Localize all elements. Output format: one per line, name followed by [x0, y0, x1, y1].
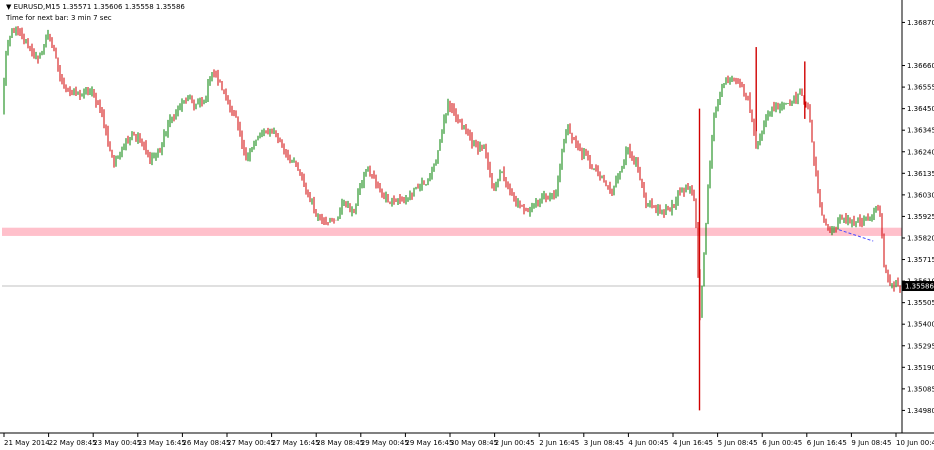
x-tick-label: 23 May 16:45 [138, 439, 186, 447]
y-tick-label: 1.36660 [907, 62, 934, 70]
x-tick-label: 6 Jun 00:45 [762, 439, 802, 447]
x-tick-label: 27 May 00:45 [227, 439, 275, 447]
y-tick-label: 1.35715 [907, 256, 934, 264]
x-tick-label: 23 May 00:45 [93, 439, 141, 447]
y-tick-label: 1.36555 [907, 84, 934, 92]
x-tick-label: 6 Jun 16:45 [807, 439, 847, 447]
x-tick-label: 27 May 16:45 [272, 439, 320, 447]
y-tick-label: 1.34980 [907, 407, 934, 415]
y-tick-label: 1.36240 [907, 148, 934, 156]
x-tick-label: 30 May 08:45 [450, 439, 498, 447]
dropdown-triangle-icon[interactable]: ▼ [6, 3, 12, 11]
y-tick-label: 1.35190 [907, 364, 934, 372]
x-tick-label: 22 May 08:45 [49, 439, 97, 447]
y-tick-label: 1.36030 [907, 191, 934, 199]
x-tick-label: 29 May 16:45 [405, 439, 453, 447]
x-tick-label: 4 Jun 16:45 [673, 439, 713, 447]
trend-line [838, 229, 874, 242]
y-tick-label: 1.36135 [907, 170, 934, 178]
x-tick-label: 2 Jun 00:45 [495, 439, 535, 447]
y-tick-label: 1.35400 [907, 321, 934, 329]
x-tick-label: 26 May 08:45 [182, 439, 230, 447]
chart-symbol-line: ▼ EURUSD,M15 1.35571 1.35606 1.35558 1.3… [6, 3, 185, 11]
y-tick-label: 1.35820 [907, 234, 934, 242]
y-tick-label: 1.35085 [907, 385, 934, 393]
x-tick-label: 28 May 08:45 [316, 439, 364, 447]
y-tick-label: 1.36345 [907, 127, 934, 135]
x-tick-label: 2 Jun 16:45 [539, 439, 579, 447]
y-tick-label: 1.35505 [907, 299, 934, 307]
current-price-box [902, 281, 934, 292]
x-tick-label: 29 May 00:45 [361, 439, 409, 447]
support-zone [2, 227, 902, 236]
x-tick-label: 3 Jun 08:45 [584, 439, 624, 447]
x-tick-label: 5 Jun 08:45 [718, 439, 758, 447]
y-tick-label: 1.36450 [907, 105, 934, 113]
y-tick-label: 1.35925 [907, 213, 934, 221]
x-tick-label: 4 Jun 00:45 [628, 439, 668, 447]
y-tick-label: 1.36870 [907, 19, 934, 27]
y-tick-label: 1.35295 [907, 342, 934, 350]
current-price-label: 1.35586 [905, 283, 934, 291]
x-tick-label: 9 Jun 08:45 [851, 439, 891, 447]
next-bar-timer: Time for next bar: 3 min 7 sec [6, 14, 112, 22]
symbol-quote-text: EURUSD,M15 1.35571 1.35606 1.35558 1.355… [13, 3, 185, 11]
x-tick-label: 21 May 2014 [4, 439, 50, 447]
x-tick-label: 10 Jun 00:45 [896, 439, 934, 447]
